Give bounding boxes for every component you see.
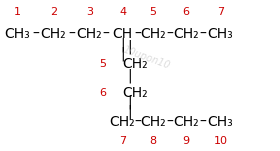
Text: 10: 10 bbox=[214, 137, 228, 146]
Text: CH₂: CH₂ bbox=[123, 86, 148, 100]
Text: 9: 9 bbox=[183, 137, 190, 146]
Text: 6: 6 bbox=[99, 88, 106, 98]
Text: –: – bbox=[134, 27, 141, 41]
Text: CH₂: CH₂ bbox=[41, 27, 66, 41]
Text: 3: 3 bbox=[86, 7, 93, 17]
Text: |: | bbox=[120, 37, 125, 52]
Text: 6: 6 bbox=[183, 7, 190, 17]
Text: CH₂: CH₂ bbox=[76, 27, 102, 41]
Text: –: – bbox=[32, 27, 39, 41]
Text: CH₂: CH₂ bbox=[140, 27, 166, 41]
Text: –: – bbox=[68, 27, 75, 41]
Text: CH₃: CH₃ bbox=[208, 115, 234, 129]
Text: 8: 8 bbox=[149, 137, 157, 146]
Text: 4: 4 bbox=[119, 7, 126, 17]
Text: –: – bbox=[166, 115, 173, 129]
Text: 7: 7 bbox=[119, 137, 126, 146]
Text: 10upon10: 10upon10 bbox=[121, 45, 171, 71]
Text: CH₂: CH₂ bbox=[140, 115, 166, 129]
Text: CH₂: CH₂ bbox=[123, 57, 148, 71]
Text: –: – bbox=[200, 115, 207, 129]
Text: CH₂: CH₂ bbox=[110, 115, 135, 129]
Text: –: – bbox=[166, 27, 173, 41]
Text: CH₃: CH₃ bbox=[208, 27, 234, 41]
Text: 5: 5 bbox=[99, 59, 106, 69]
Text: 7: 7 bbox=[217, 7, 224, 17]
Text: |: | bbox=[120, 47, 125, 61]
Text: 5: 5 bbox=[150, 7, 157, 17]
Text: |: | bbox=[127, 39, 132, 54]
Text: –: – bbox=[134, 115, 141, 129]
Text: 1: 1 bbox=[14, 7, 21, 17]
Text: |: | bbox=[127, 95, 132, 109]
Text: CH₃: CH₃ bbox=[5, 27, 31, 41]
Text: –: – bbox=[200, 27, 207, 41]
Text: 2: 2 bbox=[50, 7, 57, 17]
Text: CH₂: CH₂ bbox=[173, 27, 199, 41]
Text: |: | bbox=[127, 104, 132, 119]
Text: CH: CH bbox=[113, 27, 132, 41]
Text: –: – bbox=[102, 27, 109, 41]
Text: CH₂: CH₂ bbox=[173, 115, 199, 129]
Text: |: | bbox=[127, 68, 132, 83]
